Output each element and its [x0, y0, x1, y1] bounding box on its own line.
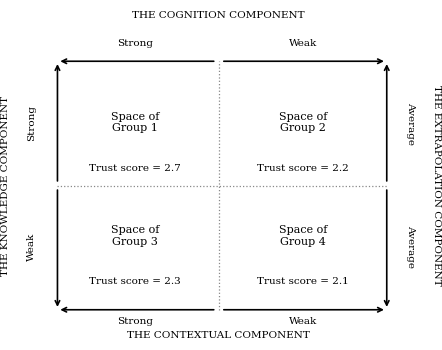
Text: Weak: Weak	[27, 233, 36, 261]
Text: Average: Average	[407, 225, 415, 268]
Text: Space of
Group 3: Space of Group 3	[110, 225, 159, 247]
Text: Trust score = 2.3: Trust score = 2.3	[89, 277, 181, 286]
Text: Weak: Weak	[289, 39, 317, 48]
Text: Strong: Strong	[27, 105, 36, 141]
Text: Space of
Group 2: Space of Group 2	[278, 112, 327, 133]
Text: Trust score = 2.2: Trust score = 2.2	[257, 163, 349, 173]
Text: THE KNOWLEDGE COMPONENT: THE KNOWLEDGE COMPONENT	[1, 96, 10, 275]
Text: Average: Average	[407, 102, 415, 145]
Text: THE CONTEXTUAL COMPONENT: THE CONTEXTUAL COMPONENT	[127, 331, 310, 341]
Text: THE COGNITION COMPONENT: THE COGNITION COMPONENT	[133, 11, 305, 20]
Text: Trust score = 2.7: Trust score = 2.7	[89, 163, 181, 173]
Text: THE EXTRAPOLATION COMPONENT: THE EXTRAPOLATION COMPONENT	[432, 85, 441, 286]
Text: Strong: Strong	[117, 39, 153, 48]
Text: Space of
Group 1: Space of Group 1	[110, 112, 159, 133]
Text: Strong: Strong	[117, 317, 153, 327]
Text: Weak: Weak	[289, 317, 317, 327]
Text: Space of
Group 4: Space of Group 4	[278, 225, 327, 247]
Text: Trust score = 2.1: Trust score = 2.1	[257, 277, 349, 286]
